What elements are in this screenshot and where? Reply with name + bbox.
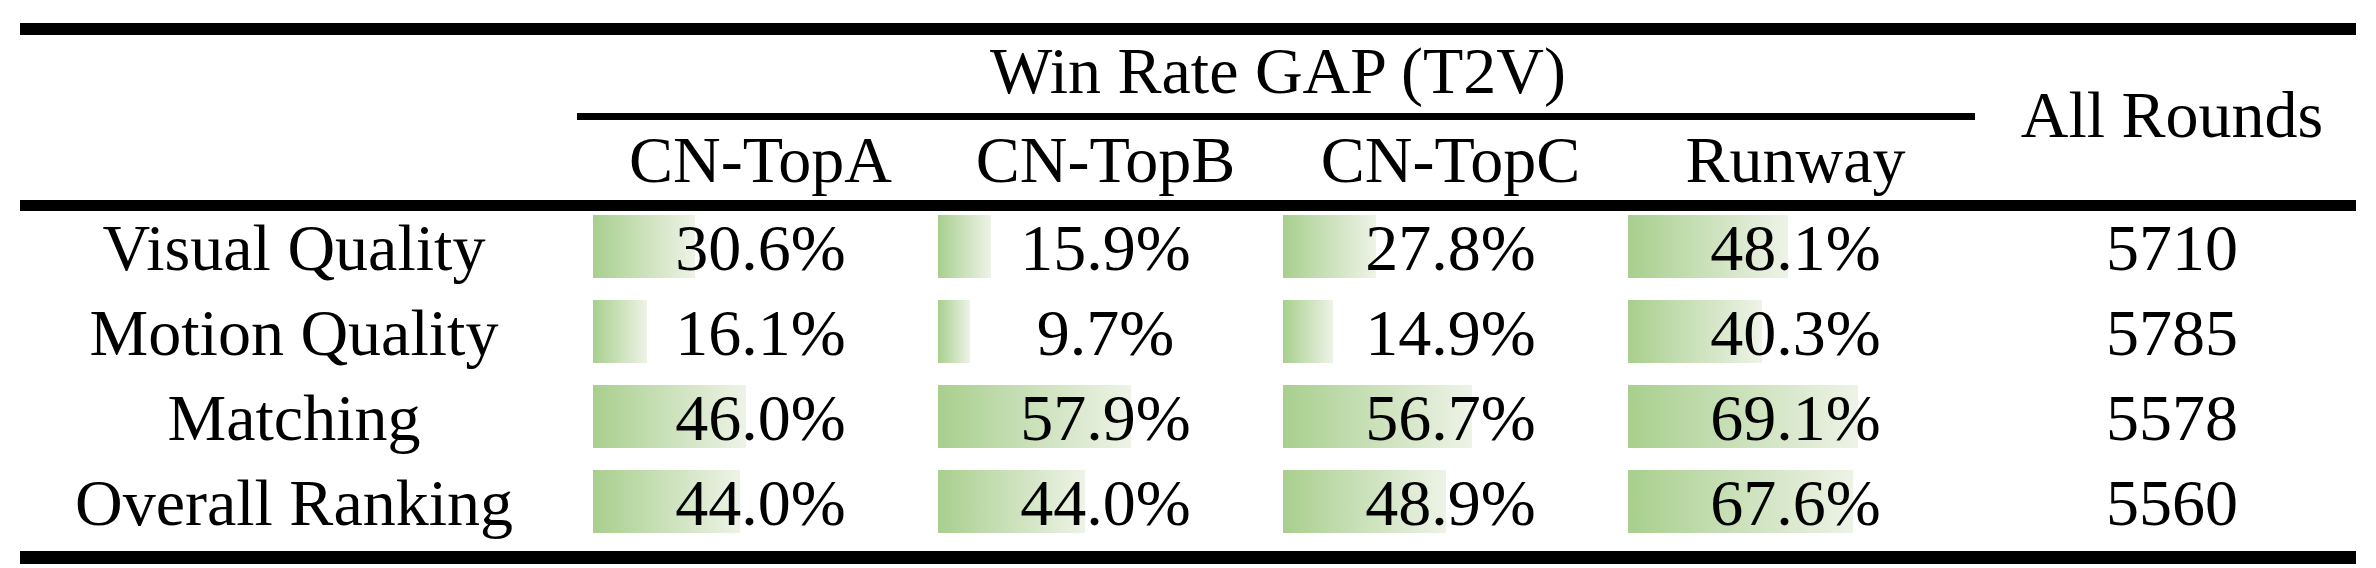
win-rate-value: 9.7% <box>933 296 1278 370</box>
win-rate-value: 57.9% <box>933 381 1278 455</box>
all-rounds-value: 5560 <box>1968 466 2376 540</box>
win-rate-value: 40.3% <box>1623 296 1968 370</box>
win-rate-value: 46.0% <box>588 381 933 455</box>
row-label: Matching <box>0 381 588 455</box>
all-rounds-header: All Rounds <box>1968 30 2376 200</box>
header-bottom-rule <box>20 200 2356 211</box>
row-label: Visual Quality <box>0 211 588 285</box>
column-header-runway: Runway <box>1623 120 1968 200</box>
win-rate-value: 15.9% <box>933 211 1278 285</box>
column-header-cn-topc: CN-TopC <box>1278 120 1623 200</box>
win-rate-value: 56.7% <box>1278 381 1623 455</box>
column-header-cn-topa: CN-TopA <box>588 120 933 200</box>
win-rate-value: 48.1% <box>1623 211 1968 285</box>
win-rate-value: 16.1% <box>588 296 933 370</box>
row-label: Motion Quality <box>0 296 588 370</box>
header-thin-rule <box>577 113 1975 120</box>
win-rate-value: 69.1% <box>1623 381 1968 455</box>
bottom-rule <box>20 551 2356 564</box>
column-header-cn-topb: CN-TopB <box>933 120 1278 200</box>
win-rate-gap-table: Win Rate GAP (T2V) All Rounds CN-TopACN-… <box>0 0 2376 568</box>
all-rounds-value: 5578 <box>1968 381 2376 455</box>
win-rate-value: 67.6% <box>1623 466 1968 540</box>
win-rate-value: 27.8% <box>1278 211 1623 285</box>
win-rate-value: 44.0% <box>933 466 1278 540</box>
win-rate-value: 14.9% <box>1278 296 1623 370</box>
win-rate-value: 48.9% <box>1278 466 1623 540</box>
win-rate-value: 30.6% <box>588 211 933 285</box>
all-rounds-value: 5785 <box>1968 296 2376 370</box>
all-rounds-value: 5710 <box>1968 211 2376 285</box>
row-label: Overall Ranking <box>0 466 588 540</box>
win-rate-value: 44.0% <box>588 466 933 540</box>
table-title: Win Rate GAP (T2V) <box>588 30 1968 112</box>
